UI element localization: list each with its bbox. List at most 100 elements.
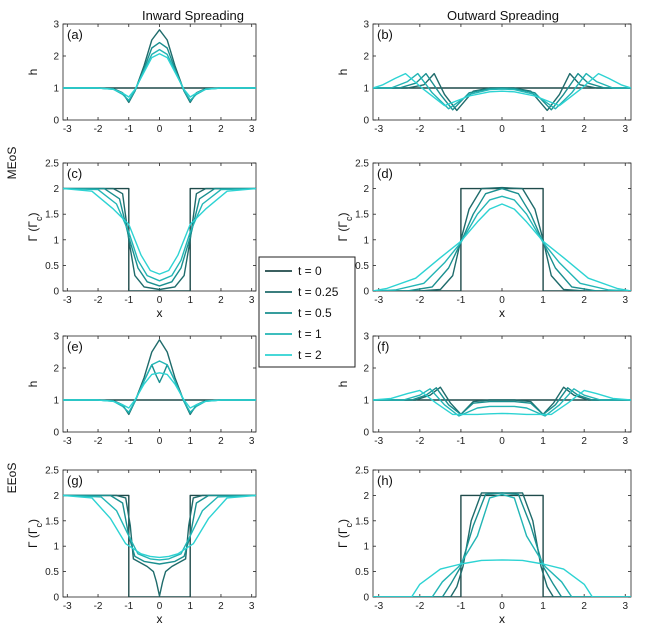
y-axis-label: Γ (Γc) xyxy=(26,519,44,548)
panel-f: -3 -2 -1 0 1 2 3 0 1 2 3 h (f) xyxy=(336,332,632,447)
series-line-3 xyxy=(63,360,256,413)
y-tick-label: 1.5 xyxy=(45,516,59,527)
x-tick-label: 0 xyxy=(157,124,163,135)
x-tick-label: -3 xyxy=(374,601,383,612)
x-tick-label: 1 xyxy=(187,436,193,447)
panel-label: (f) xyxy=(377,339,389,354)
y-tick-label: 1 xyxy=(363,84,369,95)
x-tick-label: 3 xyxy=(249,295,255,306)
x-tick-label: -1 xyxy=(124,436,133,447)
plot-area xyxy=(62,23,257,121)
y-tick-label: 0.5 xyxy=(45,261,59,272)
y-tick-label: 2 xyxy=(363,52,369,63)
x-tick-label: 0 xyxy=(499,601,505,612)
x-tick-label: -3 xyxy=(374,436,383,447)
x-tick-label: 1 xyxy=(187,295,193,306)
x-tick-label: 3 xyxy=(622,124,628,135)
legend-label-0: t = 0 xyxy=(298,264,322,278)
y-axis-label: h xyxy=(336,69,350,76)
y-tick-label: 0 xyxy=(363,428,369,439)
series-line-2 xyxy=(373,72,631,111)
panel-label: (d) xyxy=(377,166,393,181)
x-tick-label: -2 xyxy=(415,601,424,612)
x-tick-label: 0 xyxy=(499,295,505,306)
x-axis-label: x xyxy=(157,306,163,320)
y-tick-label: 0.5 xyxy=(45,567,59,578)
y-tick-label: 3 xyxy=(363,332,369,343)
panel-h: -3 -2 -1 0 1 2 3 0 0.5 1 1.5 2 2.5 x Γ (Γc) (h) xyxy=(336,466,632,626)
x-tick-label: -2 xyxy=(94,124,103,135)
y-tick-label: 2 xyxy=(53,184,59,195)
x-tick-label: -2 xyxy=(415,124,424,135)
y-axis-label: Γ (Γc) xyxy=(336,212,354,241)
series-line-4 xyxy=(373,203,631,291)
series-line-3 xyxy=(373,388,631,417)
x-tick-label: -2 xyxy=(94,601,103,612)
y-tick-label: 3 xyxy=(53,20,59,31)
x-tick-label: -2 xyxy=(415,295,424,306)
series-line-4 xyxy=(63,187,256,275)
series-line-1 xyxy=(373,186,631,291)
y-tick-label: 2 xyxy=(363,184,369,195)
series-line-3 xyxy=(63,494,256,561)
y-tick-label: 0.5 xyxy=(355,567,369,578)
series-line-1 xyxy=(63,187,256,291)
y-tick-label: 0 xyxy=(363,593,369,604)
y-tick-label: 2.5 xyxy=(355,466,369,477)
x-tick-label: -1 xyxy=(456,295,465,306)
panel-c: -3 -2 -1 0 1 2 3 0 0.5 1 1.5 2 2.5 x Γ (Γc) (c) xyxy=(26,159,257,320)
x-tick-label: -3 xyxy=(63,124,72,135)
x-tick-label: -3 xyxy=(63,601,72,612)
x-tick-label: 0 xyxy=(499,124,505,135)
series-line-4 xyxy=(373,559,631,597)
x-tick-label: -1 xyxy=(456,124,465,135)
y-tick-label: 1.5 xyxy=(355,516,369,527)
panel-d: -3 -2 -1 0 1 2 3 0 0.5 1 1.5 2 2.5 x Γ (Γc) (d) xyxy=(336,159,632,320)
y-tick-label: 2.5 xyxy=(45,159,59,170)
y-tick-label: 1 xyxy=(53,235,59,246)
panel-label: (b) xyxy=(377,27,393,42)
legend-label-1: t = 0.25 xyxy=(298,285,339,299)
series-line-2 xyxy=(63,187,256,287)
x-tick-label: 2 xyxy=(218,295,224,306)
series-line-2 xyxy=(373,187,631,291)
y-tick-label: 2 xyxy=(53,491,59,502)
y-axis-label: h xyxy=(26,381,40,388)
x-tick-label: 1 xyxy=(540,601,546,612)
y-tick-label: 1 xyxy=(53,542,59,553)
series-line-4 xyxy=(373,72,631,107)
x-tick-label: -3 xyxy=(374,295,383,306)
x-tick-label: 1 xyxy=(540,295,546,306)
series-line-4 xyxy=(373,389,631,416)
y-axis-label: h xyxy=(26,69,40,76)
panel-a: -3 -2 -1 0 1 2 3 0 1 2 3 h (a) xyxy=(26,20,257,135)
y-tick-label: 2.5 xyxy=(45,466,59,477)
series-line-2 xyxy=(373,387,631,416)
legend-box xyxy=(258,256,356,368)
x-tick-label: -1 xyxy=(124,124,133,135)
y-tick-label: 1.5 xyxy=(45,210,59,221)
x-axis-label: x xyxy=(157,612,163,626)
x-tick-label: -1 xyxy=(124,295,133,306)
x-tick-label: -2 xyxy=(415,436,424,447)
legend: t = 0 t = 0.25 t = 0.5 t = 1 t = 2 xyxy=(258,256,356,368)
x-tick-label: 3 xyxy=(622,295,628,306)
plot-area xyxy=(372,335,632,433)
y-tick-label: 1.5 xyxy=(355,210,369,221)
row-label-meos: MEoS xyxy=(5,147,19,180)
x-tick-label: 2 xyxy=(581,601,587,612)
y-tick-label: 2 xyxy=(53,364,59,375)
series-line-3 xyxy=(63,48,256,101)
plot-area xyxy=(62,469,257,598)
x-tick-label: 0 xyxy=(157,436,163,447)
series-line-3 xyxy=(63,187,256,282)
y-tick-label: 1 xyxy=(363,235,369,246)
x-tick-label: 0 xyxy=(157,601,163,612)
x-tick-label: -3 xyxy=(374,124,383,135)
y-axis-label: h xyxy=(336,381,350,388)
panel-e: -3 -2 -1 0 1 2 3 0 1 2 3 h (e) xyxy=(26,332,257,447)
plot-area xyxy=(372,162,632,292)
y-tick-label: 3 xyxy=(363,20,369,31)
series-line-2 xyxy=(373,492,631,597)
